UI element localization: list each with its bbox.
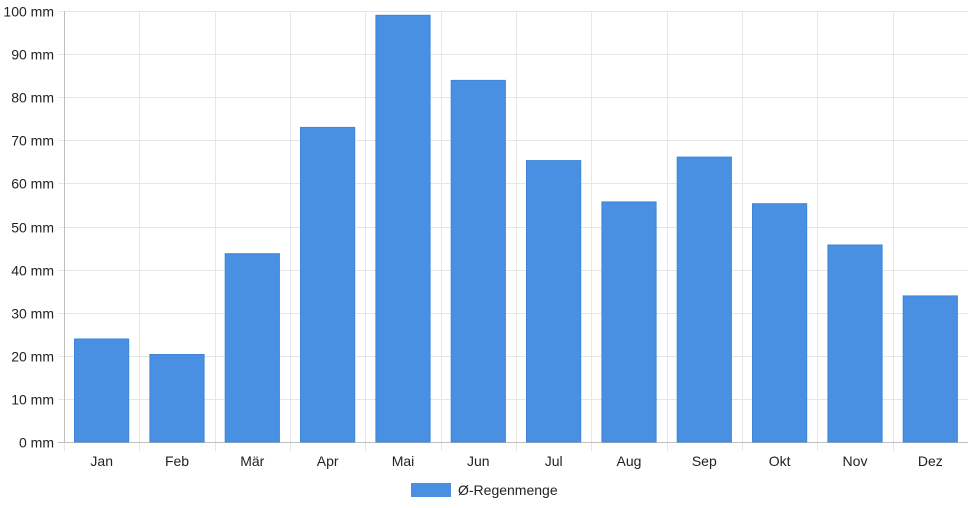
x-tick-label: Apr [317, 453, 339, 469]
legend[interactable]: Ø-Regenmenge [411, 482, 558, 498]
x-tick-label: Jan [90, 453, 113, 469]
bar-sep[interactable] [676, 156, 732, 443]
bar-okt[interactable] [752, 203, 808, 443]
y-tick-label: 90 mm [11, 47, 54, 63]
x-tick-label: Aug [617, 453, 642, 469]
bar-jun[interactable] [450, 79, 506, 443]
bar-mai[interactable] [375, 14, 431, 443]
y-axis-ticks: 0 mm 10 mm 20 mm 30 mm 40 mm 50 mm 60 mm 70 mm 8… [3, 4, 54, 451]
y-tick-label: 40 mm [11, 263, 54, 279]
y-tick-label: 30 mm [11, 306, 54, 322]
bar-mär[interactable] [224, 253, 280, 443]
x-tick-label: Dez [918, 453, 943, 469]
x-tick-label: Okt [769, 453, 791, 469]
bars [74, 14, 958, 443]
legend-swatch[interactable] [411, 483, 451, 497]
bar-jan[interactable] [74, 338, 130, 443]
y-tick-label: 0 mm [19, 435, 54, 451]
bar-nov[interactable] [827, 244, 883, 443]
y-tick-label: 20 mm [11, 349, 54, 365]
bar-jul[interactable] [526, 160, 582, 443]
legend-label[interactable]: Ø-Regenmenge [458, 482, 558, 498]
bar-aug[interactable] [601, 201, 657, 443]
y-tick-label: 50 mm [11, 220, 54, 236]
y-tick-label: 80 mm [11, 90, 54, 106]
x-tick-label: Mai [392, 453, 415, 469]
bar-dez[interactable] [902, 295, 958, 443]
bar-apr[interactable] [300, 126, 356, 443]
y-tick-label: 10 mm [11, 392, 54, 408]
x-tick-label: Mär [240, 453, 264, 469]
x-tick-label: Jun [467, 453, 490, 469]
x-axis-ticks: Jan Feb Mär Apr Mai Jun Jul Aug Sep Okt Nov Dez [90, 453, 942, 469]
x-tick-label: Jul [545, 453, 563, 469]
x-tick-label: Feb [165, 453, 189, 469]
x-tick-label: Nov [843, 453, 868, 469]
y-tick-label: 100 mm [3, 4, 54, 20]
bar-feb[interactable] [149, 354, 205, 443]
axes [58, 11, 968, 443]
y-tick-label: 70 mm [11, 133, 54, 149]
x-tick-label: Sep [692, 453, 717, 469]
y-tick-label: 60 mm [11, 176, 54, 192]
